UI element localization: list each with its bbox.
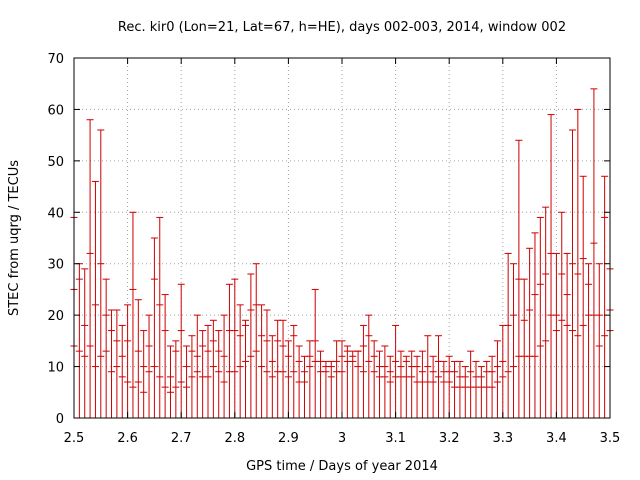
- x-tick-label: 3.5: [600, 431, 621, 446]
- y-axis-label: STEC from uqrg / TECUs: [7, 160, 22, 316]
- x-tick-label: 2.8: [224, 431, 245, 446]
- x-axis-label: GPS time / Days of year 2014: [246, 459, 438, 474]
- chart-title: Rec. kir0 (Lon=21, Lat=67, h=HE), days 0…: [118, 20, 566, 35]
- y-tick-label: 60: [47, 103, 64, 118]
- x-tick-label: 2.7: [171, 431, 192, 446]
- x-tick-label: 3.4: [546, 431, 567, 446]
- x-tick-label: 3.2: [439, 431, 460, 446]
- x-tick-label: 3.3: [492, 431, 513, 446]
- y-tick-label: 20: [47, 309, 64, 324]
- y-tick-label: 0: [56, 412, 64, 427]
- x-tick-label: 2.9: [278, 431, 299, 446]
- x-tick-label: 2.6: [117, 431, 138, 446]
- axis-ticks: 2.5 2.6 2.7 2.8 2.9 3 3.1 3.2 3.3 3.4 3.5 0 10 20 30 40…: [47, 52, 620, 446]
- y-tick-label: 10: [47, 361, 64, 376]
- x-tick-label: 2.5: [64, 431, 85, 446]
- y-tick-label: 30: [47, 258, 64, 273]
- x-tick-label: 3.1: [385, 431, 406, 446]
- y-tick-label: 50: [47, 155, 64, 170]
- x-tick-label: 3: [338, 431, 346, 446]
- y-tick-label: 70: [47, 52, 64, 67]
- y-tick-label: 40: [47, 206, 64, 221]
